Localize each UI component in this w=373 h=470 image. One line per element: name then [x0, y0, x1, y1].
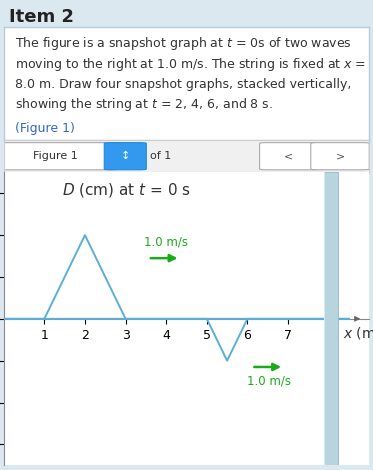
FancyBboxPatch shape: [260, 142, 318, 170]
FancyBboxPatch shape: [104, 142, 146, 170]
Bar: [324, 172, 338, 465]
Text: $D$ (cm) at $t$ = 0 s: $D$ (cm) at $t$ = 0 s: [62, 181, 191, 199]
Text: 1.0 m/s: 1.0 m/s: [144, 236, 188, 249]
Text: The figure is a snapshot graph at $t$ = 0s of two waves: The figure is a snapshot graph at $t$ = …: [15, 35, 352, 52]
Text: ↕: ↕: [121, 151, 130, 161]
Text: $x$ (m): $x$ (m): [343, 325, 373, 341]
Text: 1.0 m/s: 1.0 m/s: [247, 375, 291, 387]
Text: 8.0 m. Draw four snapshot graphs, stacked vertically,: 8.0 m. Draw four snapshot graphs, stacke…: [15, 78, 351, 91]
Text: Figure 1: Figure 1: [33, 151, 78, 161]
Text: moving to the right at 1.0 m/s. The string is fixed at $x$ =: moving to the right at 1.0 m/s. The stri…: [15, 56, 366, 73]
Text: showing the string at $t$ = 2, 4, 6, and 8 s.: showing the string at $t$ = 2, 4, 6, and…: [15, 96, 273, 113]
FancyBboxPatch shape: [311, 142, 369, 170]
Text: Item 2: Item 2: [9, 8, 74, 26]
Text: of 1: of 1: [150, 151, 171, 161]
Text: (Figure 1): (Figure 1): [15, 122, 75, 135]
FancyBboxPatch shape: [0, 142, 117, 170]
Text: <: <: [284, 151, 294, 161]
Bar: [324, 172, 325, 465]
Text: >: >: [335, 151, 345, 161]
